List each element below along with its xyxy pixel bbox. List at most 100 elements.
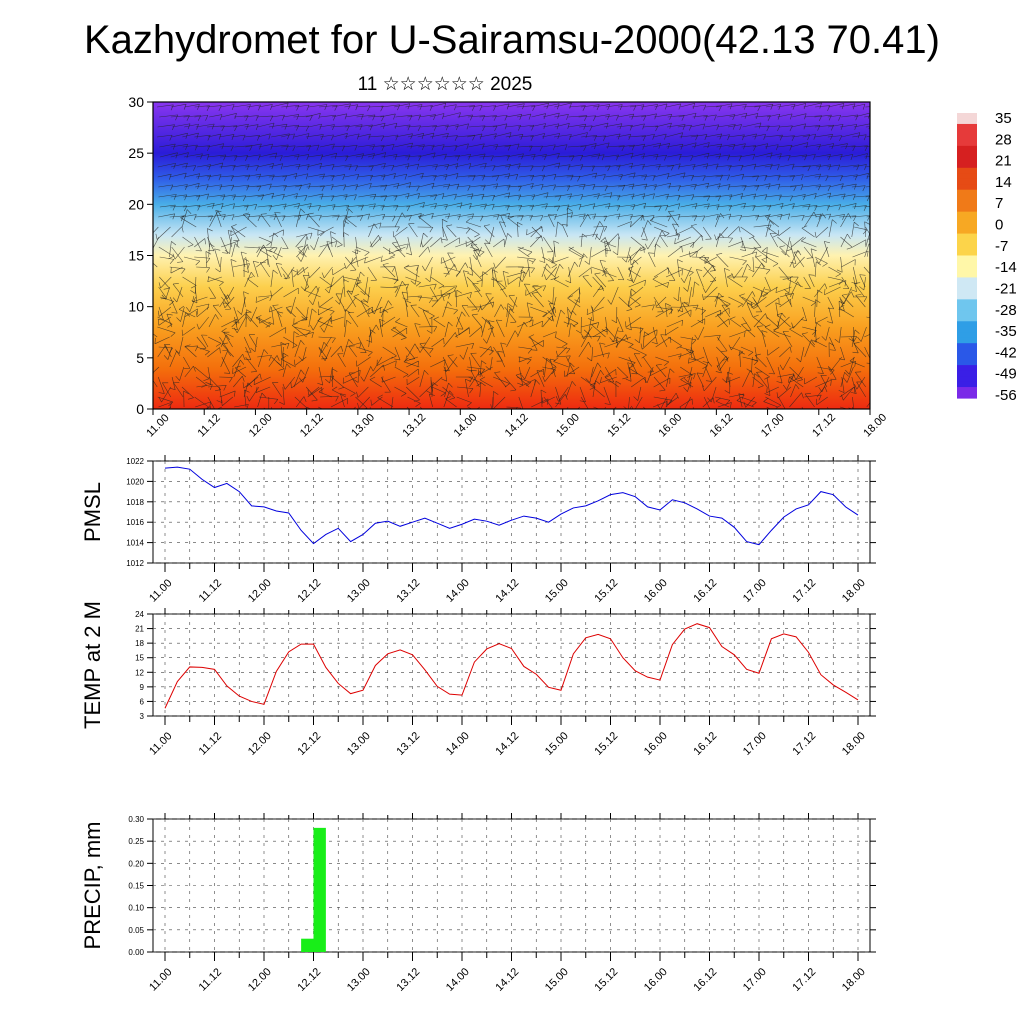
wind-barb — [691, 203, 710, 208]
wind-barb — [270, 232, 274, 248]
wind-barb-flag — [732, 114, 736, 121]
wind-barb — [326, 241, 333, 258]
wind-barb-flag — [703, 104, 707, 111]
wind-barb-flag — [768, 224, 772, 231]
wind-barb — [778, 185, 797, 188]
wind-barb-flag — [146, 372, 147, 378]
x-tick-label: 16.00 — [642, 966, 670, 994]
wind-barb — [244, 124, 259, 128]
wind-barb-flag — [677, 259, 683, 263]
wind-barb — [524, 366, 531, 380]
wind-barb-flag — [779, 245, 786, 248]
wind-barb-flag — [172, 283, 179, 285]
wind-barb — [481, 105, 496, 108]
wind-barb — [500, 214, 507, 228]
x-tick-label: 18.00 — [861, 412, 889, 440]
wind-barb — [512, 296, 518, 311]
wind-barb-flag — [617, 233, 620, 240]
wind-barb — [592, 221, 600, 238]
wind-barb — [753, 224, 772, 228]
colorbar-segment — [957, 211, 977, 218]
wind-barb — [392, 327, 407, 338]
wind-barb — [508, 218, 520, 228]
wind-barb-flag — [204, 351, 210, 356]
wind-barb — [754, 346, 758, 362]
wind-barb-flag — [801, 215, 805, 221]
wind-barb — [480, 346, 492, 358]
wind-barb-flag — [357, 402, 360, 409]
colorbar-segment — [957, 304, 977, 311]
wind-barb — [380, 164, 394, 168]
wind-barb-flag — [286, 343, 290, 349]
wind-barb — [704, 174, 723, 178]
wind-barb — [742, 370, 751, 388]
wind-barb — [355, 105, 371, 108]
wind-barb-flag — [661, 230, 666, 236]
wind-barb — [716, 314, 729, 328]
wind-barb — [628, 279, 646, 288]
wind-barb — [633, 353, 642, 368]
wind-barb-flag — [192, 296, 195, 302]
wind-barb-flag — [864, 221, 870, 225]
wind-barb-flag — [245, 311, 252, 314]
wind-barb-flag — [352, 251, 358, 255]
wind-barb — [593, 104, 610, 108]
wind-barb — [841, 114, 859, 118]
wind-barb — [158, 246, 174, 257]
wind-barb-flag — [765, 313, 768, 320]
wind-barb-flag — [419, 104, 423, 111]
wind-barb-flag — [276, 355, 280, 361]
wind-barb-flag — [582, 275, 589, 277]
wind-barb-flag — [445, 396, 451, 400]
wind-barb — [591, 122, 609, 128]
wind-barb — [221, 331, 234, 338]
wind-barb-flag — [415, 282, 421, 287]
wind-barb — [482, 144, 498, 148]
wind-barb — [582, 276, 592, 288]
wind-barb-flag — [848, 338, 854, 342]
wind-barb — [406, 202, 425, 208]
wind-barb — [578, 213, 596, 218]
wind-barb — [600, 376, 617, 384]
wind-barb — [221, 343, 234, 358]
wind-barb — [860, 326, 867, 342]
wind-barb — [726, 366, 731, 383]
wind-barb-flag — [221, 328, 227, 332]
wind-barb-flag — [485, 366, 491, 371]
wind-barb-flag — [714, 296, 718, 302]
wind-barb-flag — [492, 165, 496, 171]
wind-barb — [544, 366, 557, 382]
wind-barb — [331, 194, 348, 198]
wind-barb — [393, 283, 409, 288]
x-tick-label: 16.00 — [656, 412, 684, 440]
y-tick-label: 3 — [140, 712, 145, 721]
wind-barb-flag — [231, 214, 235, 221]
wind-barb-flag — [531, 292, 538, 294]
wind-barb-flag — [597, 193, 600, 200]
x-tick-label: 17.12 — [790, 966, 818, 994]
wind-barb-flag — [675, 393, 679, 399]
wind-barb — [157, 326, 176, 334]
wind-barb-flag — [617, 330, 624, 333]
wind-barb — [839, 154, 853, 158]
wind-barb — [515, 374, 530, 388]
wind-barb-flag — [881, 155, 883, 160]
wind-barb — [787, 279, 803, 288]
wind-barb — [442, 112, 461, 118]
wind-barb — [630, 376, 646, 388]
wind-barb-flag — [348, 208, 353, 214]
wind-barb-flag — [518, 356, 521, 363]
wind-barb — [243, 214, 257, 228]
wind-barb — [318, 244, 328, 258]
wind-barb — [293, 133, 310, 138]
wind-barb-flag — [493, 391, 499, 395]
wind-barb — [741, 214, 759, 218]
wind-barb-flag — [706, 412, 712, 413]
wind-barb-flag — [268, 321, 274, 325]
wind-barb — [851, 215, 870, 218]
wind-barb — [846, 366, 854, 383]
wind-barb — [865, 165, 870, 168]
wind-barb — [196, 346, 210, 352]
wind-barb-flag — [580, 155, 583, 161]
x-tick-label: 15.00 — [543, 577, 571, 605]
